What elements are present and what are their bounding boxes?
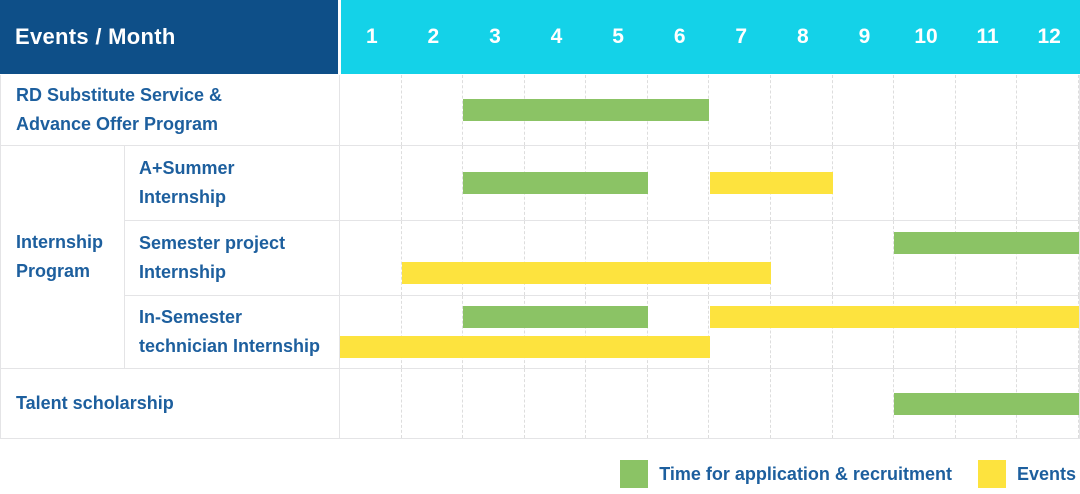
month-cell (709, 369, 772, 438)
gantt-bar-event (709, 306, 1079, 328)
month-cell (771, 296, 833, 368)
internship-program-group: Internship Program A+Summer Internship S… (1, 145, 1079, 368)
month-cell (402, 296, 464, 368)
month-cell (709, 75, 772, 145)
month-header-cell: 6 (673, 25, 686, 48)
month-cell (833, 146, 895, 220)
event-row-a-plus-summer: A+Summer Internship (125, 146, 1079, 220)
gantt-bar-event (340, 336, 710, 358)
event-row-in-semester-technician: In-Semester technician Internship (125, 295, 1079, 368)
row-group-label-internship-program: Internship Program (1, 146, 125, 368)
month-cell (1017, 75, 1079, 145)
month-cell (340, 369, 402, 438)
month-cell (402, 75, 464, 145)
gantt-track (340, 75, 1079, 145)
month-cell (402, 369, 464, 438)
month-cell (402, 146, 464, 220)
gantt-bar-application (463, 306, 648, 328)
table-body: RD Substitute Service & Advance Offer Pr… (0, 75, 1080, 439)
legend-item-events: Events (977, 460, 1076, 488)
row-label-rd-substitute: RD Substitute Service & Advance Offer Pr… (1, 75, 340, 145)
month-cell (340, 221, 402, 295)
month-cell (894, 221, 956, 295)
event-row-rd-substitute: RD Substitute Service & Advance Offer Pr… (1, 75, 1079, 145)
gantt-track (340, 369, 1079, 438)
gantt-bar-event (709, 172, 833, 194)
month-cell (894, 146, 956, 220)
internship-program-subrows: A+Summer Internship Semester project Int… (125, 146, 1079, 368)
legend: Time for application & recruitment Event… (620, 460, 1076, 488)
table-header-title: Events / Month (0, 0, 338, 74)
month-cell (771, 369, 833, 438)
row-label-in-semester-technician: In-Semester technician Internship (125, 296, 340, 368)
month-cell (586, 369, 648, 438)
row-label-a-plus-summer: A+Summer Internship (125, 146, 340, 220)
month-cell (833, 221, 895, 295)
month-cell (833, 75, 895, 145)
gantt-track (340, 221, 1079, 295)
month-header-cell: 10 (914, 25, 938, 48)
month-header-cell: 1 (365, 25, 378, 48)
month-header-cell: 7 (735, 25, 748, 48)
month-cell (956, 296, 1018, 368)
month-header-cell: 3 (489, 25, 501, 48)
month-cell (648, 296, 710, 368)
month-header-cell: 12 (1037, 25, 1061, 48)
month-cell (586, 296, 648, 368)
month-cell (956, 75, 1018, 145)
month-cell (648, 146, 710, 220)
month-cell (709, 221, 772, 295)
gantt-bar-application (894, 232, 1079, 254)
gantt-bar-application (463, 99, 710, 121)
month-cell (1017, 221, 1079, 295)
month-cell (771, 221, 833, 295)
legend-label-event: Events (1016, 463, 1076, 484)
month-cell (648, 221, 710, 295)
legend-swatch-application (620, 460, 649, 488)
month-cell (833, 296, 895, 368)
month-cell (709, 296, 772, 368)
month-cell (525, 296, 587, 368)
month-cell (340, 146, 402, 220)
legend-item-application: Time for application & recruitment (620, 460, 952, 488)
gantt-bar-application (463, 172, 648, 194)
event-row-semester-project: Semester project Internship (125, 220, 1079, 295)
legend-swatch-event (977, 460, 1006, 488)
month-cell (463, 296, 525, 368)
month-cell (525, 221, 587, 295)
month-cell (1017, 296, 1079, 368)
gantt-track (340, 296, 1079, 368)
month-cell (833, 369, 895, 438)
gantt-bar-event (401, 262, 772, 284)
month-header-cell: 9 (858, 25, 871, 48)
row-label-semester-project: Semester project Internship (125, 221, 340, 295)
month-cell (340, 296, 402, 368)
month-header-cell: 11 (976, 25, 999, 48)
month-cell (340, 75, 402, 145)
month-header-cell: 5 (612, 25, 624, 48)
month-cell (463, 221, 525, 295)
month-cell (894, 75, 956, 145)
month-header-cell: 2 (427, 25, 440, 48)
event-row-talent-scholarship: Talent scholarship (1, 368, 1079, 438)
month-cell (771, 75, 833, 145)
month-cell (956, 221, 1018, 295)
row-label-talent-scholarship: Talent scholarship (1, 369, 340, 438)
gantt-track (340, 146, 1079, 220)
legend-label-application: Time for application & recruitment (659, 463, 952, 484)
month-header-cell: 4 (550, 25, 563, 48)
month-cell (586, 221, 648, 295)
month-header: 1 2 3 4 5 6 7 8 9 10 11 12 (341, 0, 1080, 74)
table-header-row: Events / Month 1 2 3 4 5 6 7 8 9 10 11 12 (0, 0, 1080, 74)
month-cell (463, 369, 525, 438)
month-cell (1017, 146, 1079, 220)
month-cell (648, 369, 710, 438)
month-cell (402, 221, 464, 295)
month-header-cell: 8 (796, 25, 809, 48)
month-cell (894, 296, 956, 368)
month-cell (525, 369, 587, 438)
gantt-bar-application (894, 392, 1079, 415)
month-cell (956, 146, 1018, 220)
